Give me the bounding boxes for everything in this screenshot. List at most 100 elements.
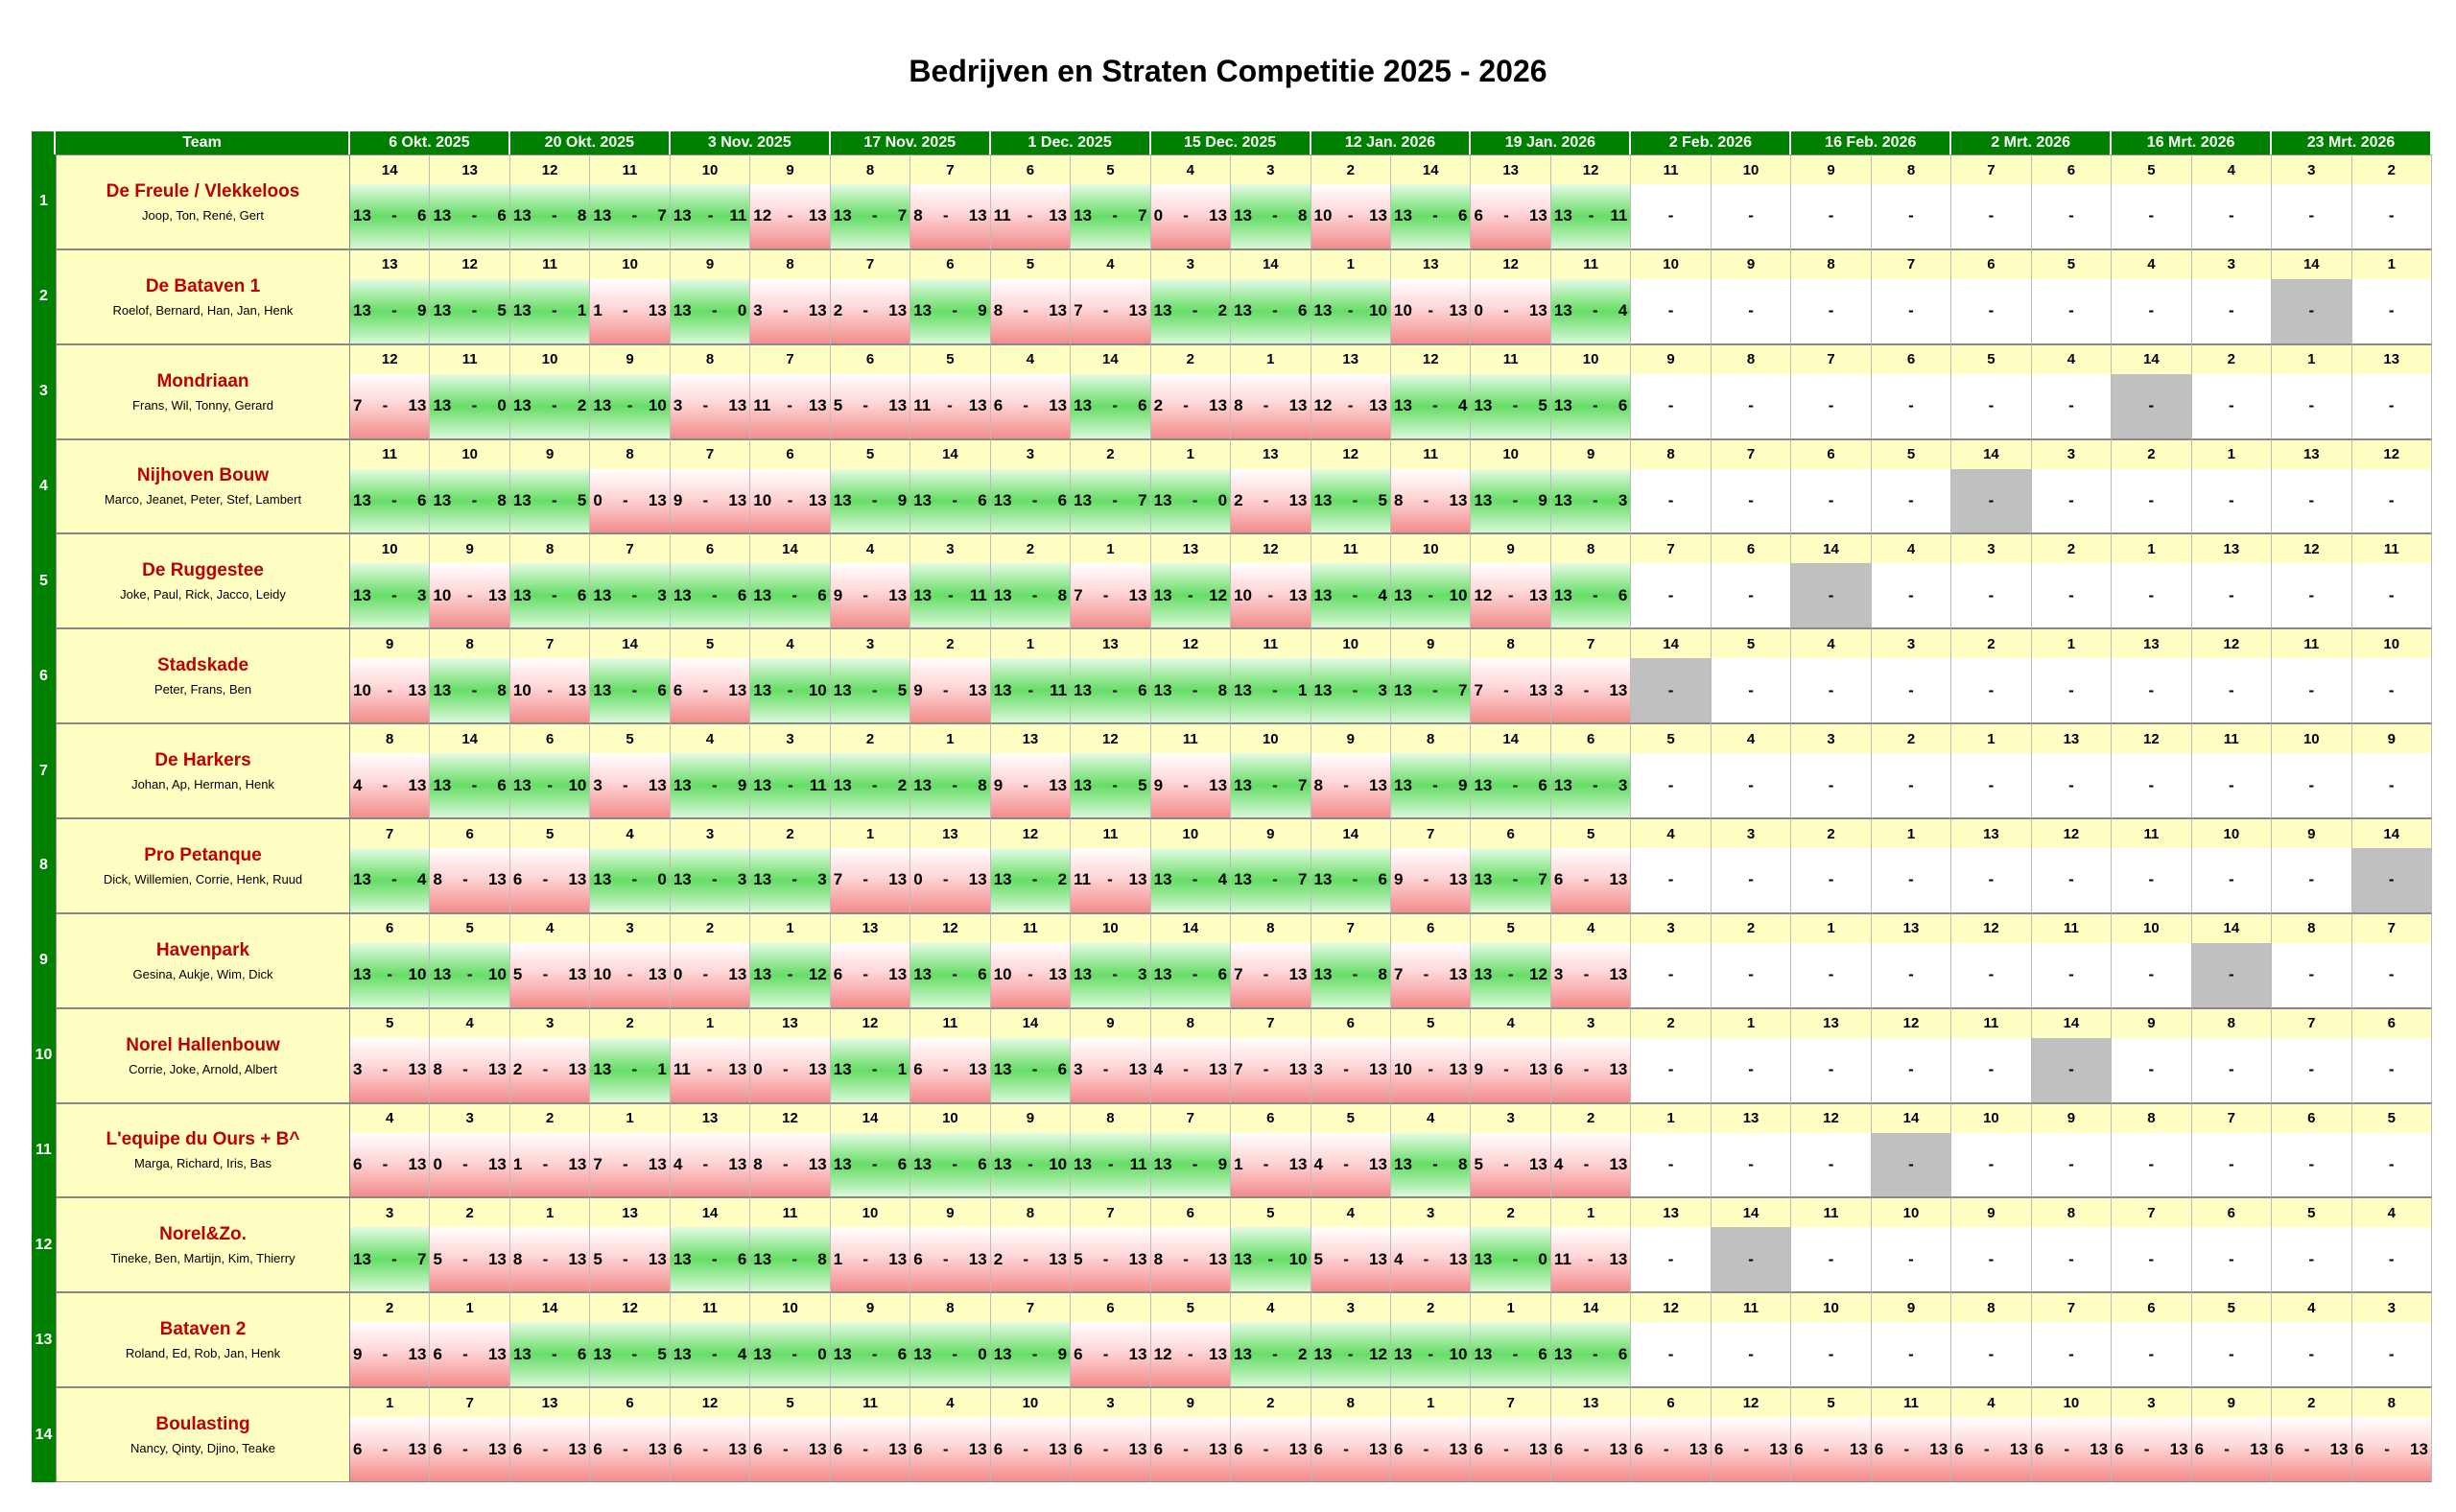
score-cell: 13-11: [990, 658, 1072, 724]
score-empty: -: [2308, 1249, 2315, 1268]
team-name: Mondriaan: [156, 370, 249, 391]
opponent: 8: [1071, 1102, 1151, 1133]
score-own: 9: [833, 585, 843, 604]
score-cell: 6-13: [1071, 1322, 1151, 1388]
score-own: 13: [353, 301, 371, 320]
score-own: 3: [673, 396, 683, 415]
score-sep: -: [391, 870, 397, 889]
opponent: 7: [1871, 248, 1952, 279]
score-sep: -: [626, 396, 633, 415]
score-own: 2: [512, 1060, 523, 1079]
score-sep: -: [1263, 1060, 1269, 1079]
score-cell: 11-13: [1071, 848, 1151, 913]
score-own: 10: [353, 680, 371, 699]
score-cell: -: [1871, 184, 1952, 249]
score-empty: -: [1748, 301, 1754, 320]
opponent: 7: [509, 628, 591, 659]
score-empty: -: [1667, 301, 1674, 320]
score-sep: -: [1593, 490, 1598, 509]
score-own: 13: [753, 680, 772, 699]
score-own: 13: [673, 870, 692, 889]
score-own: 13: [673, 1249, 692, 1268]
score-own: 13: [673, 585, 692, 604]
score-cell: -: [1951, 373, 2032, 439]
score-cell: 13-8: [990, 563, 1072, 629]
score-own: 10: [1394, 1060, 1412, 1079]
score-cell: 13-4: [350, 848, 431, 913]
score-own: 13: [353, 870, 371, 889]
opponent: 9: [1951, 1197, 2032, 1228]
score-empty: -: [2068, 301, 2074, 320]
opponent: 1: [1550, 1197, 1632, 1228]
score-opponent: 13: [1609, 1439, 1628, 1458]
score-opponent: 13: [568, 1060, 587, 1079]
score-sep: -: [942, 680, 949, 699]
score-own: 13: [913, 1154, 933, 1173]
score-empty: -: [2388, 775, 2395, 794]
score-sep: -: [702, 396, 709, 415]
score-opponent: 13: [1209, 1344, 1228, 1363]
opponent: 5: [830, 438, 911, 469]
opponent: 6: [430, 818, 510, 848]
score-opponent: 7: [897, 206, 908, 225]
opponent: 10: [2272, 723, 2352, 754]
score-sep: -: [2224, 1439, 2230, 1458]
score-opponent: 5: [577, 490, 587, 509]
score-opponent: 13: [648, 1249, 667, 1268]
score-empty: -: [2308, 1154, 2315, 1173]
score-opponent: 2: [1298, 1344, 1308, 1363]
score-empty: -: [2308, 585, 2315, 604]
score-cell: 6-13: [509, 1417, 591, 1482]
score-opponent: 13: [2329, 1439, 2349, 1458]
score-opponent: 8: [1057, 585, 1068, 604]
score-cell: -: [1871, 658, 1952, 724]
score-own: 13: [913, 775, 933, 794]
score-empty: -: [1828, 965, 1834, 984]
score-cell: 3-13: [750, 278, 831, 344]
score-own: 13: [433, 206, 452, 225]
score-own: 13: [1394, 680, 1412, 699]
opponent: 6: [2031, 154, 2113, 184]
score-sep: -: [623, 775, 628, 794]
score-opponent: 13: [2090, 1439, 2109, 1458]
score-cell: 13-6: [830, 1132, 911, 1198]
score-own: 8: [1153, 1249, 1164, 1268]
team-cell: De Freule / Vlekkeloos Joop, Ton, René, G…: [56, 154, 350, 249]
score-opponent: 13: [968, 870, 987, 889]
score-opponent: 13: [1128, 585, 1147, 604]
opponent: 4: [1550, 912, 1632, 943]
score-sep: -: [1432, 206, 1438, 225]
opponent: 11: [1071, 818, 1151, 848]
opponent: 3: [1150, 248, 1232, 279]
opponent: 4: [1631, 818, 1712, 848]
opponent: 11: [1871, 1387, 1952, 1418]
opponent: 12: [1150, 628, 1232, 659]
score-opponent: 13: [1369, 1439, 1387, 1458]
score-own: 6: [1553, 1060, 1564, 1079]
score-own: 6: [673, 680, 683, 699]
score-opponent: 13: [808, 1439, 827, 1458]
score-sep: -: [791, 585, 798, 604]
score-own: 13: [433, 775, 452, 794]
score-own: 13: [1234, 775, 1252, 794]
score-cell: -: [2031, 942, 2113, 1008]
opponent: 6: [509, 723, 591, 754]
opponent: 1: [2272, 343, 2352, 374]
score-cell: 13-6: [430, 184, 510, 249]
score-own: 11: [913, 396, 932, 415]
score-opponent: 13: [1609, 680, 1628, 699]
score-own: 13: [593, 585, 612, 604]
score-cell: 13-3: [590, 563, 671, 629]
score-opponent: 13: [1369, 396, 1387, 415]
row-number: 11: [32, 1102, 56, 1198]
score-own: 13: [593, 870, 612, 889]
score-opponent: 13: [1128, 301, 1147, 320]
score-own: 13: [993, 870, 1012, 889]
score-sep: -: [542, 965, 549, 984]
score-cell: -: [2351, 184, 2432, 249]
score-opponent: 13: [1449, 301, 1468, 320]
score-sep: -: [1263, 396, 1269, 415]
score-sep: -: [1031, 1344, 1038, 1363]
opponent: 7: [1791, 343, 1872, 374]
opponent: 1: [1631, 1102, 1712, 1133]
